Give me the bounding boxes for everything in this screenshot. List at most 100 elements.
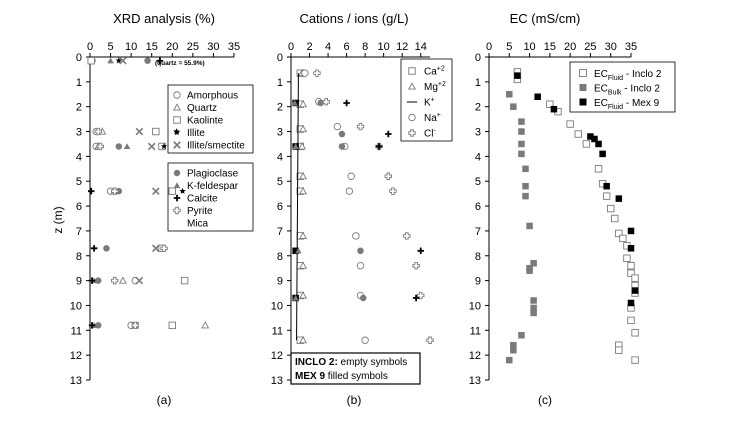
data-point-ec-fluid-mex-9 — [603, 182, 610, 190]
legend-marker — [173, 141, 181, 149]
panel-a-y-tick-label: 13 — [70, 375, 82, 387]
panel-c-x-tick-label: 5 — [506, 41, 512, 53]
panel-b-y-tick-label: 6 — [277, 201, 283, 213]
data-point-ec-fluid-inclo-2 — [611, 214, 619, 223]
data-point-kaolinte — [168, 321, 176, 330]
panel-a-y-tick-label: 3 — [76, 127, 82, 139]
panel-a-y-tick-label: 12 — [70, 350, 82, 362]
legend-marker — [579, 98, 587, 106]
data-point-illite — [179, 187, 186, 194]
legend-marker — [407, 82, 417, 90]
panel-a-caption: (a) — [157, 393, 172, 407]
panel-a-y-tick-label: 10 — [70, 300, 82, 312]
data-point-quartz — [201, 321, 210, 329]
data-point-illite-smectite — [119, 56, 127, 65]
data-point-k-feldespar — [107, 57, 114, 64]
data-point-ec-fluid-mex-9 — [627, 299, 635, 307]
panel-c-x-tick-label: 35 — [625, 41, 637, 53]
panel-a-xrd: XRD analysis (%) (a) z (m) (quartz = 55.… — [51, 11, 254, 407]
legend-label: Na+ — [424, 112, 441, 124]
data-point-illite-smectite — [152, 244, 160, 253]
data-point-cl-mex-9- — [343, 99, 350, 107]
panel-c-y-tick-label: 0 — [475, 52, 481, 64]
panel-a-x-tick-label: 30 — [207, 41, 219, 53]
panel-b-y-tick-label: 11 — [272, 325, 283, 337]
panel-b-cations: Cations / ions (g/L) (b) Ca+2 Mg+2 K+ Na+ Cl… — [271, 11, 453, 407]
data-point-ec-fluid-inclo-2 — [631, 356, 639, 364]
panel-b-x-tick-label: 10 — [378, 41, 390, 53]
data-point-pyrite — [110, 276, 119, 285]
data-point-cl-mex-9- — [375, 143, 383, 150]
legend-marker — [579, 69, 587, 77]
data-point-ec-fluid-mex-9 — [627, 227, 635, 235]
panel-c-y-tick-label: 1 — [475, 77, 481, 89]
panel-b-y-tick-label: 0 — [277, 52, 283, 64]
panel-b-y-tick-label: 13 — [271, 375, 283, 387]
legend-marker — [173, 91, 181, 99]
panel-b-symbol-note: INCLO 2: empty symbols MEX 9 filled symb… — [290, 352, 421, 385]
data-point-na-inclo-2- — [301, 69, 309, 77]
panel-a-y-tick-label: 4 — [76, 151, 82, 163]
data-point-mg-2-inclo-2- — [299, 124, 308, 133]
data-point-mg-2-mex-9- — [295, 247, 302, 254]
data-point-cl-inclo-2- — [356, 122, 365, 131]
data-point-na-inclo-2- — [333, 122, 342, 131]
data-point-mg-2-inclo-2- — [299, 336, 308, 344]
panel-b-y-tick-label: 3 — [277, 127, 283, 139]
data-point-pyrite — [110, 187, 119, 195]
data-point-na-mex-9- — [338, 130, 346, 138]
panel-b-y-tick-label: 5 — [277, 176, 283, 188]
panel-b-x-tick-label: 12 — [396, 41, 408, 53]
panel-c-y-tick-label: 8 — [475, 251, 481, 263]
data-point-ec-fluid-inclo-2 — [615, 229, 623, 238]
data-point-mg-2-inclo-2- — [299, 172, 308, 180]
data-point-quartz — [118, 276, 127, 284]
panel-c-y-tick-label: 5 — [475, 176, 481, 188]
data-point-ec-bulk-inclo-2 — [530, 309, 537, 317]
panel-c-caption: (c) — [538, 393, 552, 407]
data-point-ec-fluid-mex-9 — [587, 133, 594, 140]
panel-b-legend: Ca+2 Mg+2 K+ Na+ Cl- — [400, 58, 453, 142]
panel-a-x-tick-label: 25 — [187, 41, 199, 53]
legend-marker — [408, 67, 416, 75]
panel-a-title: XRD analysis (%) — [113, 11, 215, 26]
data-point-cl-mex-9- — [417, 247, 424, 255]
panel-b-y-tick-label: 9 — [277, 276, 283, 288]
legend-marker — [173, 169, 181, 177]
data-point-k-feldespar — [123, 143, 131, 150]
panel-c-data-marks — [506, 68, 639, 364]
data-point-ec-bulk-inclo-2 — [522, 192, 529, 200]
panel-a-y-tick-label: 8 — [76, 251, 82, 263]
data-point-ec-fluid-inclo-2 — [631, 274, 639, 282]
data-point-pyrite — [96, 142, 104, 151]
panel-a-y-tick-label: 11 — [71, 325, 82, 337]
data-point-cl-inclo-2- — [313, 69, 321, 77]
data-point-ec-bulk-inclo-2 — [510, 341, 517, 349]
panel-c-y-tick-label: 9 — [475, 276, 481, 288]
data-point-illite-smectite — [147, 142, 156, 151]
legend-label: ECFluid - Mex 9 — [594, 98, 660, 111]
data-point-ec-bulk-inclo-2 — [518, 128, 525, 135]
panel-c-ec: EC (mS/cm) (c) ECFluid - Inclo 2 ECBulk -… — [469, 11, 676, 407]
legend-label: Quartz — [187, 103, 217, 114]
panel-a-x-tick-label: 35 — [228, 41, 240, 53]
data-point-pyrite — [160, 244, 168, 253]
data-point-illite-smectite — [152, 187, 160, 195]
data-point-ec-fluid-inclo-2 — [546, 100, 554, 108]
data-point-ec-fluid-inclo-2 — [623, 254, 631, 262]
legend-label: ECBulk - Inclo 2 — [594, 84, 660, 97]
data-point-ec-bulk-inclo-2 — [522, 165, 529, 173]
panel-b-data-marks — [291, 68, 434, 344]
panel-a-y-tick-label: 5 — [76, 176, 82, 188]
data-point-ec-fluid-inclo-2 — [602, 192, 611, 200]
legend-label: Amorphous — [187, 91, 238, 102]
panel-c-x-tick-label: 20 — [564, 41, 576, 53]
legend-marker — [408, 113, 416, 122]
data-point-mg-2-inclo-2- — [299, 291, 308, 299]
data-point-ec-bulk-inclo-2 — [530, 297, 537, 304]
data-point-ec-bulk-inclo-2 — [530, 304, 537, 312]
data-point-plagioclase — [103, 245, 110, 252]
